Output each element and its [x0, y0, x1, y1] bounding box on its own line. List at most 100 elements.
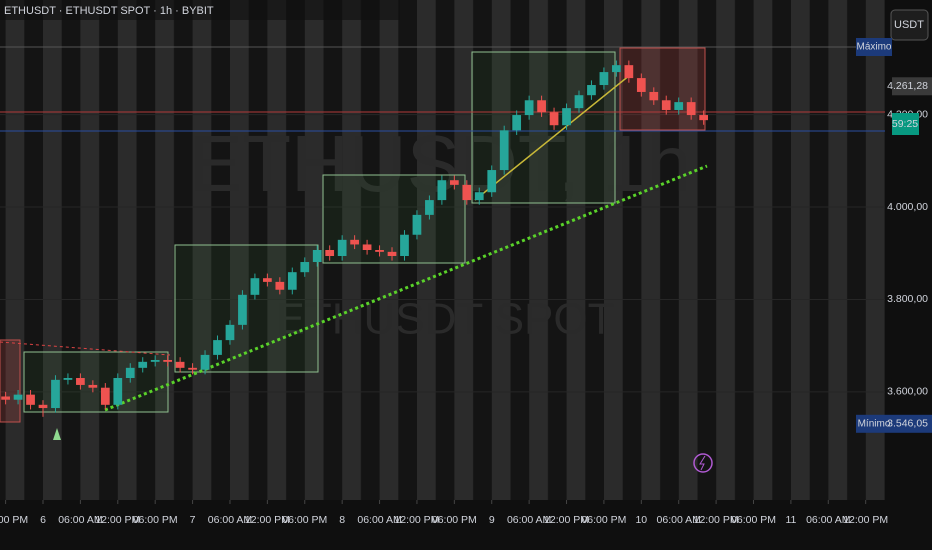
candle-body — [1, 396, 10, 400]
candle-body — [661, 100, 671, 110]
drawings — [0, 46, 885, 473]
y-tick-label: 3.600,00 — [887, 386, 928, 398]
candle-body — [375, 250, 384, 252]
countdown-tag — [892, 113, 919, 135]
x-tick-label: 06:00 PM — [581, 514, 626, 526]
x-tick-label: 06:00 AM — [208, 514, 252, 526]
y-tick-label: 4.000,00 — [887, 201, 928, 213]
candle-body — [163, 359, 173, 362]
candle-body — [138, 361, 148, 368]
candle-body — [63, 378, 73, 380]
min-tag — [856, 414, 932, 433]
x-tick-label: 06:00 AM — [507, 514, 551, 526]
x-tick-label: 12:00 PM — [544, 514, 589, 526]
countdown: 59:25 — [892, 118, 918, 130]
x-tick-label: 06:00 PM — [282, 514, 327, 526]
candle-body — [624, 65, 634, 79]
min-price-label: 3.546,05 — [887, 418, 928, 430]
candle-body — [200, 354, 210, 370]
candle-body — [26, 394, 35, 405]
candle-body — [387, 251, 397, 257]
session-stripes — [0, 0, 885, 500]
min-label: Mínimo — [858, 418, 891, 429]
max-tag — [856, 38, 892, 56]
x-tick-label: 06:00 PM — [0, 514, 28, 526]
candle-body — [462, 184, 472, 201]
candle-body — [325, 250, 335, 257]
title-bg — [0, 0, 400, 20]
candle-body — [425, 200, 434, 215]
candle-body — [562, 108, 571, 126]
candle-body — [686, 102, 696, 116]
x-tick-label: 12:00 PM — [245, 514, 290, 526]
candle-body — [449, 180, 459, 185]
candle-body — [150, 359, 160, 362]
x-tick-label: 11 — [785, 514, 796, 526]
x-tick-label: 12:00 PM — [843, 514, 888, 526]
candle-body — [549, 112, 559, 126]
x-tick-label: 06:00 AM — [357, 514, 401, 526]
candle-body — [225, 324, 235, 341]
candle-body — [312, 250, 322, 263]
max-label: Máximo — [856, 42, 891, 53]
candle-body — [699, 115, 708, 121]
candle-body — [113, 378, 123, 405]
candle-body — [350, 239, 359, 245]
candle-body — [213, 340, 222, 355]
candle-body — [287, 272, 297, 290]
candle-body — [612, 65, 621, 73]
candle-body — [537, 100, 546, 113]
x-tick-label: 12:00 PM — [694, 514, 739, 526]
candle-body — [649, 91, 659, 101]
candle-body — [400, 234, 409, 257]
candle-body — [175, 361, 185, 368]
last-price-label: 4.261,28 — [887, 80, 928, 92]
candle-body — [362, 244, 372, 250]
candle-body — [263, 278, 272, 282]
candle-body — [38, 404, 48, 409]
candle-body — [88, 384, 98, 388]
candle-body — [512, 115, 522, 131]
currency-label[interactable]: USDT — [894, 19, 924, 31]
x-tick-label: 06:00 PM — [432, 514, 477, 526]
last-price-tag — [892, 77, 932, 96]
candle-body — [51, 379, 60, 409]
candle-body — [100, 387, 110, 405]
candle-body — [674, 102, 684, 110]
time-axis — [0, 500, 885, 550]
candle-body — [13, 394, 23, 400]
candle-body — [437, 180, 447, 201]
watermark-sub: ETHUSDT SPOT — [275, 295, 614, 344]
candle-body — [487, 170, 497, 193]
candle-body — [499, 130, 509, 171]
x-tick-label: 12:00 PM — [95, 514, 140, 526]
candle-body — [125, 367, 135, 379]
x-tick-label: 8 — [339, 514, 345, 526]
candle-body — [636, 78, 646, 92]
currency-button[interactable] — [890, 9, 929, 41]
candle-body — [76, 378, 85, 385]
candle-body — [599, 72, 609, 86]
x-tick-label: 06:00 PM — [133, 514, 178, 526]
x-tick-label: 06:00 AM — [657, 514, 701, 526]
candle-body — [474, 192, 484, 201]
x-tick-label: 12:00 PM — [394, 514, 439, 526]
candle-body — [587, 85, 596, 96]
x-tick-label: 10 — [635, 514, 647, 526]
candle-body — [238, 294, 247, 325]
x-tick-label: 6 — [40, 514, 46, 526]
candle-body — [188, 367, 197, 370]
candle-body — [250, 278, 260, 295]
candle-body — [300, 262, 310, 273]
y-tick-label: 3.800,00 — [887, 293, 928, 305]
candle-body — [412, 214, 422, 235]
candle-body — [574, 95, 584, 109]
candle-body — [524, 100, 534, 116]
x-tick-label: 7 — [190, 514, 196, 526]
x-tick-label: 06:00 PM — [731, 514, 776, 526]
chart-title: ETHUSDT · ETHUSDT SPOT · 1h · BYBIT — [4, 5, 214, 17]
candle-body — [275, 281, 285, 290]
candle-body — [337, 239, 347, 257]
x-tick-label: 9 — [489, 514, 495, 526]
